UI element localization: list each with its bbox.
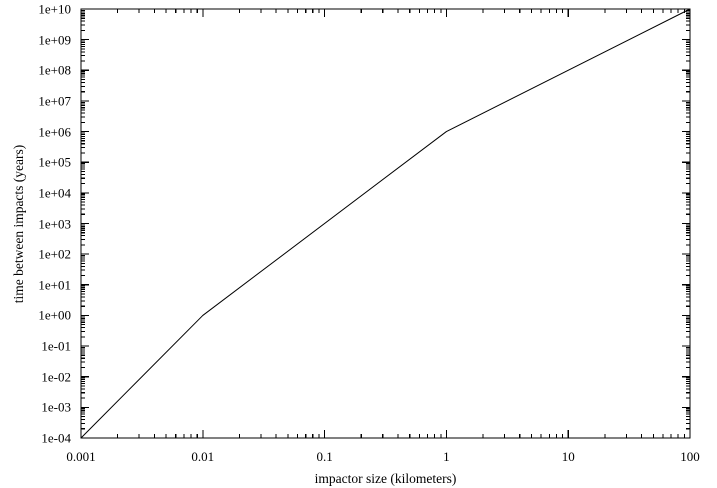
y-tick-label: 1e+08 [38, 62, 71, 78]
y-tick-label: 1e+10 [38, 1, 71, 17]
x-tick-label: 0.1 [316, 449, 333, 464]
data-series-line-0 [80, 8, 691, 439]
axes-frame [80, 8, 691, 439]
y-tick-label: 1e+03 [38, 216, 71, 231]
y-tick-label: 1e+01 [38, 277, 71, 293]
x-tick-label: 100 [680, 449, 700, 464]
x-tick-label: 0.001 [66, 449, 96, 464]
x-tick-label: 1 [443, 449, 450, 464]
y-axis-title: time between impacts (years) [11, 144, 26, 303]
y-tick-label: 1e+07 [38, 93, 71, 109]
y-tick-label: 1e-03 [41, 399, 71, 415]
y-tick-label: 1e+09 [38, 32, 71, 48]
y-tick-label: 1e+05 [38, 154, 71, 170]
y-tick-label: 1e+02 [38, 246, 71, 262]
x-tick-label: 10 [561, 449, 575, 464]
y-tick-label: 1e-04 [41, 430, 71, 446]
y-tick-label: 1e+04 [38, 185, 71, 201]
y-tick-label: 1e+00 [38, 307, 71, 323]
y-tick-label: 1e+06 [38, 124, 71, 140]
x-axis-title: impactor size (kilometers) [314, 471, 457, 486]
y-tick-label: 1e-01 [41, 338, 71, 354]
minor-tick-marks [81, 9, 690, 438]
major-tick-marks [80, 8, 691, 439]
x-tick-label: 0.01 [191, 449, 215, 464]
y-tick-label: 1e-02 [41, 369, 71, 385]
data-series-group [80, 8, 691, 439]
